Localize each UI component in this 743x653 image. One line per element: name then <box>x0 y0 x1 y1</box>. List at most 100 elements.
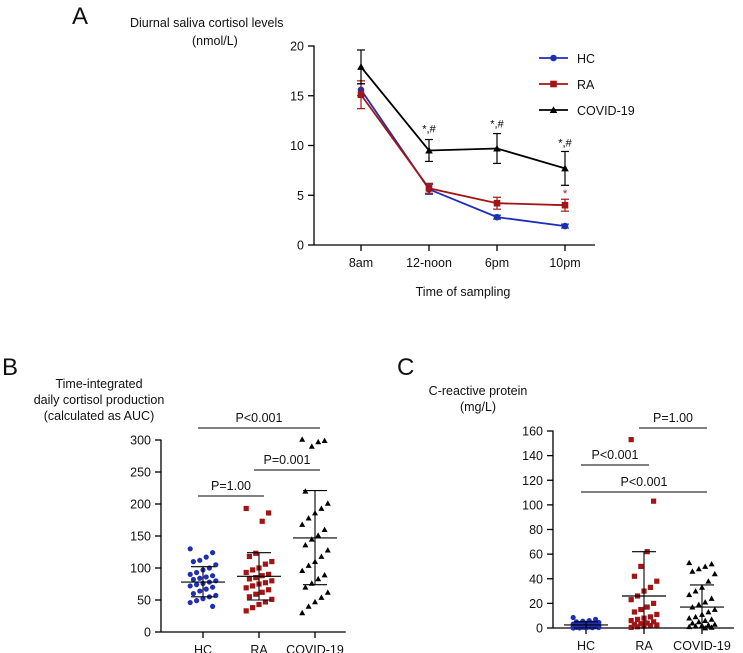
chart-a-y-tick-label: 0 <box>297 239 304 253</box>
data-point-covid-19 <box>695 601 702 607</box>
p-value-label: P=1.00 <box>653 411 693 425</box>
data-point-covid-19 <box>708 595 715 601</box>
data-point-covid-19 <box>302 541 309 548</box>
data-point-covid-19 <box>315 575 322 582</box>
data-point-ra <box>644 604 650 610</box>
data-point-covid-19 <box>305 515 312 521</box>
chart-c-y-tick-label: 0 <box>536 622 543 636</box>
data-point-covid-19 <box>305 562 312 568</box>
data-point-hc <box>194 569 200 576</box>
chart-a-x-tick-label: 6pm <box>485 256 509 270</box>
data-point-hc <box>197 557 203 563</box>
data-point-hc <box>210 550 216 556</box>
data-point-covid-19 <box>299 567 306 573</box>
data-point-hc <box>203 574 209 580</box>
data-point-ra <box>647 584 653 590</box>
data-point-ra <box>250 605 256 611</box>
legend-marker <box>549 106 558 114</box>
chart-b-title-line: Time-integrated <box>55 377 142 391</box>
data-point-covid-19 <box>305 603 312 609</box>
data-point-covid-19 <box>711 570 718 577</box>
data-point-covid-19 <box>708 616 715 622</box>
chart-b-x-tick-label: RA <box>250 643 268 653</box>
data-point-hc <box>194 598 200 604</box>
panel-label-a: A <box>72 3 88 30</box>
p-value-label: P<0.001 <box>592 448 639 462</box>
data-point-covid-19 <box>324 589 331 595</box>
data-point-ra <box>259 589 265 595</box>
data-point-ra <box>243 569 249 576</box>
data-point-hc <box>190 591 196 597</box>
panel-label-c: C <box>397 354 414 381</box>
data-point-ra <box>631 609 637 615</box>
data-point-covid-19 <box>318 594 325 600</box>
legend-label: HC <box>577 52 595 66</box>
legend-marker <box>550 54 557 62</box>
p-value-label: P<0.001 <box>621 475 668 489</box>
significance-marker: *,# <box>490 119 504 131</box>
chart-a-title: Diurnal saliva cortisol levels <box>130 16 284 30</box>
legend-label: RA <box>577 78 595 92</box>
data-point-ra <box>262 580 268 586</box>
data-point-covid-19 <box>321 526 328 532</box>
chart-c-title-line: C-reactive protein <box>429 384 528 398</box>
data-point-covid-19 <box>702 617 709 624</box>
chart-c-y-tick-label: 140 <box>522 449 543 463</box>
data-point-ra <box>654 622 660 628</box>
data-point-hc <box>187 599 193 606</box>
data-point-covid-19 <box>318 505 325 511</box>
data-point-hc <box>197 575 203 581</box>
data-point-covid-19 <box>702 599 709 605</box>
data-point-covid-19 <box>299 609 306 616</box>
data-point-covid-19 <box>324 500 331 506</box>
data-point-covid-19 <box>686 559 693 566</box>
data-point-covid-19 <box>711 606 718 612</box>
data-point-hc <box>493 213 501 221</box>
chart-a-y-tick-label: 5 <box>297 189 304 203</box>
chart-b-y-tick-label: 50 <box>137 594 151 608</box>
panel-b: B Time-integrated daily cortisol productio… <box>2 354 346 653</box>
chart-c-y-tick-label: 160 <box>522 425 543 439</box>
data-point-ra <box>561 201 569 209</box>
data-point-hc <box>194 582 200 588</box>
data-point-hc <box>187 546 193 552</box>
chart-c-y-tick-label: 80 <box>529 523 543 537</box>
data-point-covid-19 <box>686 615 693 621</box>
data-point-ra <box>266 571 272 577</box>
data-point-ra <box>246 576 252 582</box>
panel-a: A Diurnal saliva cortisol levels (nmol/L) 0… <box>72 3 635 299</box>
data-point-covid-19 <box>692 613 699 620</box>
data-point-ra <box>250 567 256 573</box>
data-point-ra <box>654 578 660 584</box>
chart-c-y-tick-label: 40 <box>529 572 543 586</box>
data-point-covid-19 <box>308 536 315 542</box>
data-point-covid-19 <box>315 438 322 445</box>
p-value-label: P=0.001 <box>264 453 311 467</box>
p-value-label: P<0.001 <box>236 411 283 425</box>
chart-b-y-tick-label: 250 <box>130 466 151 480</box>
data-point-hc <box>596 624 602 631</box>
data-point-covid-19 <box>705 578 712 584</box>
data-point-ra <box>243 585 249 591</box>
data-point-ra <box>250 583 256 589</box>
data-point-covid-19 <box>705 609 712 615</box>
data-point-ra <box>635 616 641 622</box>
data-point-hc <box>210 573 216 579</box>
data-point-covid-19 <box>425 146 433 154</box>
chart-b-x-tick-label: COVID-19 <box>286 643 344 653</box>
chart-c-y-tick-label: 100 <box>522 498 543 512</box>
data-point-ra <box>651 600 657 606</box>
legend-marker <box>550 80 557 88</box>
data-point-ra <box>631 573 637 579</box>
chart-c-x-tick-label: HC <box>577 639 595 653</box>
data-point-ra <box>269 596 275 602</box>
data-point-ra <box>628 618 634 624</box>
chart-c-y-tick-label: 60 <box>529 548 543 562</box>
data-point-covid-19 <box>315 532 322 538</box>
data-point-covid-19 <box>493 144 501 152</box>
data-point-hc <box>203 554 209 560</box>
data-point-ra <box>635 624 641 630</box>
data-point-ra <box>262 561 268 567</box>
data-point-hc <box>570 614 576 621</box>
